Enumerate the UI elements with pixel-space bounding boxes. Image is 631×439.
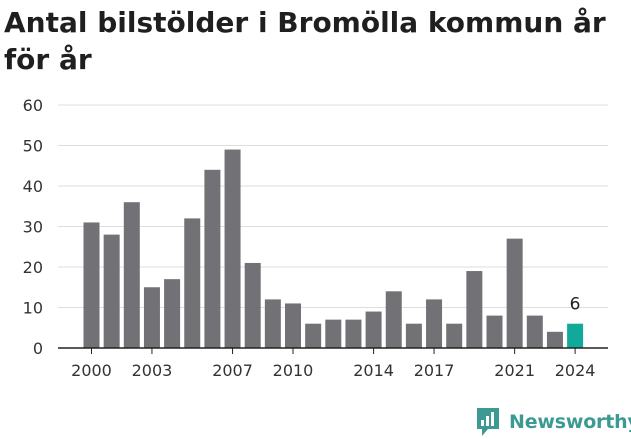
bar-2004 bbox=[164, 279, 181, 348]
bar-2009 bbox=[264, 299, 281, 348]
y-tick-label: 60 bbox=[23, 96, 43, 115]
bar-2003 bbox=[143, 287, 160, 348]
x-tick-label: 2021 bbox=[494, 361, 535, 380]
bar-2014 bbox=[365, 311, 382, 348]
brand-name: Newsworthy bbox=[509, 411, 631, 433]
data-label: 6 bbox=[570, 295, 581, 315]
bar-2013 bbox=[345, 319, 362, 348]
bar-2023 bbox=[546, 331, 563, 348]
grid-lines bbox=[58, 104, 608, 308]
y-tick-label: 10 bbox=[23, 299, 43, 318]
y-tick-label: 50 bbox=[23, 137, 43, 156]
bar-2016 bbox=[405, 323, 422, 348]
bar-2008 bbox=[244, 262, 261, 348]
y-tick-label: 30 bbox=[23, 218, 43, 237]
bar-2022 bbox=[526, 315, 543, 348]
y-axis-ticks: 0 10 20 30 40 50 60 bbox=[23, 96, 43, 358]
x-tick-label: 2003 bbox=[132, 361, 173, 380]
x-tick-label: 2014 bbox=[353, 361, 394, 380]
chart-title: Antal bilstölder i Bromölla kommun år fö… bbox=[4, 6, 606, 76]
bar-2018 bbox=[446, 323, 463, 348]
bar-2017 bbox=[426, 299, 443, 348]
bar-2005 bbox=[184, 218, 201, 348]
x-axis: 2000 2003 2007 2010 2014 2017 2021 2024 bbox=[58, 347, 608, 380]
newsworthy-logo-icon bbox=[477, 408, 499, 436]
bars bbox=[83, 149, 584, 348]
y-tick-label: 20 bbox=[23, 258, 43, 277]
bar-2010 bbox=[285, 303, 301, 348]
newsworthy-brand: Newsworthy bbox=[475, 407, 631, 437]
bar-2007 bbox=[224, 149, 241, 348]
x-tick-label: 2024 bbox=[555, 361, 596, 380]
bar-2001 bbox=[103, 234, 120, 348]
bar-2002 bbox=[123, 202, 140, 348]
x-tick-label: 2000 bbox=[71, 361, 112, 380]
bar-2015 bbox=[385, 291, 402, 348]
bar-2006 bbox=[204, 169, 221, 348]
data-labels: 6 bbox=[570, 295, 581, 315]
bar-2021 bbox=[506, 238, 523, 348]
bar-2020 bbox=[486, 315, 503, 348]
bar-2024 bbox=[567, 323, 584, 348]
bar-2000 bbox=[83, 222, 100, 348]
bar-2019 bbox=[466, 271, 483, 348]
x-tick-label: 2010 bbox=[273, 361, 314, 380]
x-tick-label: 2007 bbox=[212, 361, 253, 380]
bar-2011 bbox=[305, 323, 322, 348]
y-tick-label: 40 bbox=[23, 177, 43, 196]
x-tick-label: 2017 bbox=[414, 361, 455, 380]
bar-2012 bbox=[325, 319, 342, 348]
y-tick-label: 0 bbox=[33, 339, 43, 358]
